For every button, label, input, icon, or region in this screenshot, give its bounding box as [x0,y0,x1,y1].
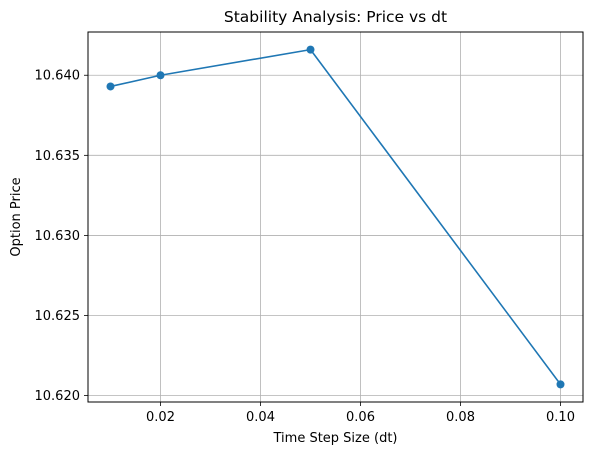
grid [88,32,583,402]
y-tick-label: 10.625 [35,309,81,324]
data-point [106,82,115,91]
data-point [156,71,165,80]
x-tick-label: 0.08 [446,410,475,425]
x-tick-label: 0.04 [246,410,275,425]
x-tick-label: 0.10 [546,410,575,425]
data-point [556,380,565,389]
x-tick-label: 0.06 [346,410,375,425]
series-layer [106,45,565,389]
chart-title: Stability Analysis: Price vs dt [224,8,447,26]
ticks: 0.02 0.04 0.06 0.08 0.10 10.620 10.625 10.630 10… [35,69,575,425]
y-tick-label: 10.635 [35,149,81,164]
plot-frame [87,31,584,403]
x-axis-label: Time Step Size (dt) [273,431,398,446]
y-tick-label: 10.630 [35,229,81,244]
y-axis-label: Option Price [9,177,24,256]
x-tick-label: 0.02 [146,410,175,425]
data-point [306,45,315,54]
y-tick-label: 10.640 [35,69,81,84]
y-tick-label: 10.620 [35,389,81,404]
series-line [110,48,562,385]
